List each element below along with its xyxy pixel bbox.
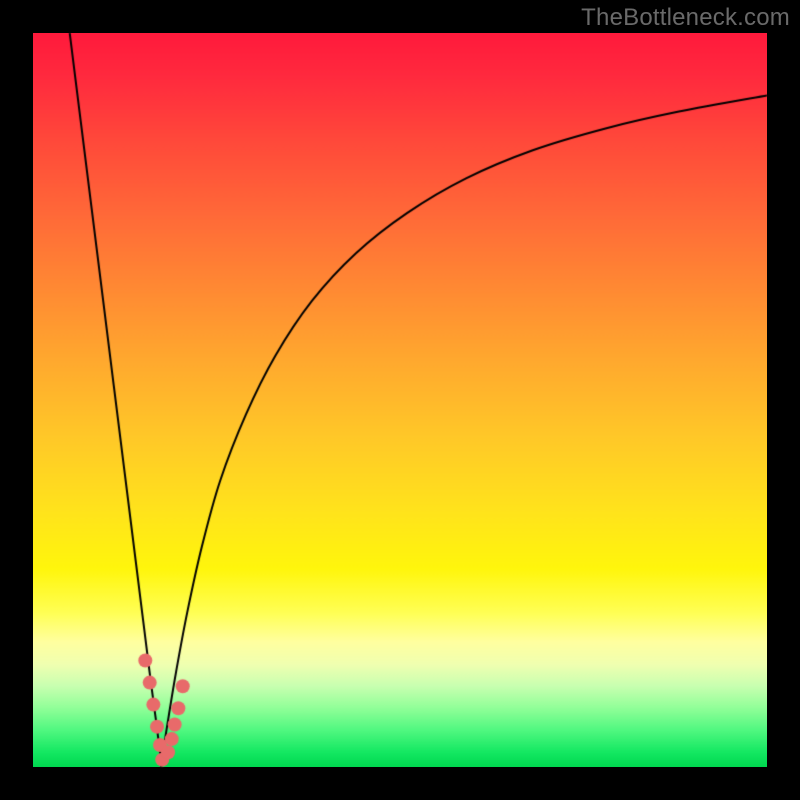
chart-stage: TheBottleneck.com	[0, 0, 800, 800]
bottleneck-curve	[0, 0, 800, 800]
watermark-text: TheBottleneck.com	[581, 4, 790, 32]
